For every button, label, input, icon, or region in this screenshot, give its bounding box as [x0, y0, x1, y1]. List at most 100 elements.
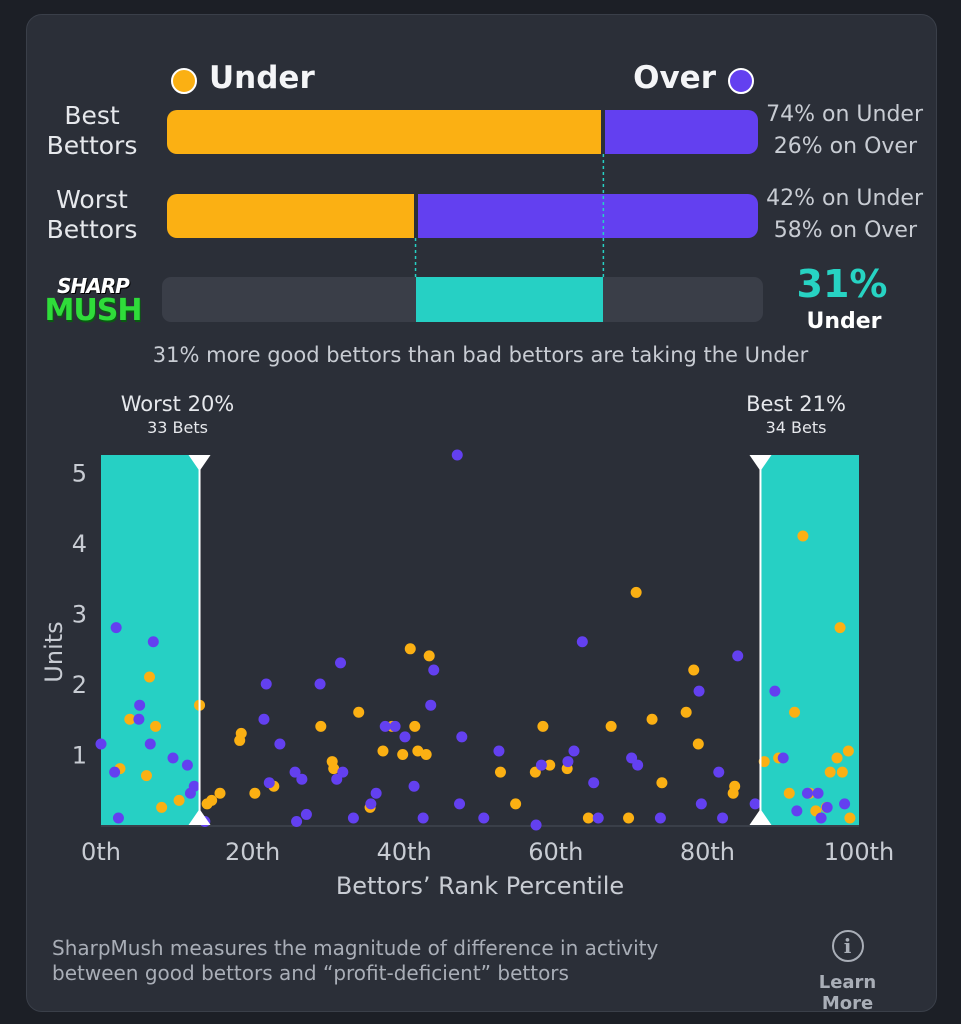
learn-more-label: Learn More: [818, 972, 877, 1014]
over-point: [258, 713, 270, 725]
under-point: [150, 720, 162, 732]
best-bracket-top-arrow: [749, 455, 772, 471]
best-under-pct: 74% on Under: [766, 102, 923, 127]
best-zone-highlight: [760, 455, 859, 825]
under-point: [397, 749, 409, 761]
y-tick-label: 1: [72, 742, 87, 770]
best-over-pct: 26% on Over: [773, 134, 917, 159]
over-point: [337, 766, 349, 778]
best-label-line2: Bettors: [46, 131, 138, 160]
worst-label-line1: Worst: [56, 185, 128, 214]
logo-mush: MUSH: [44, 293, 143, 328]
over-point: [568, 745, 580, 757]
over-point: [263, 777, 275, 789]
over-point: [417, 812, 429, 824]
under-point: [140, 770, 152, 782]
x-axis-title: Bettors’ Rank Percentile: [335, 872, 625, 900]
x-tick-label: 0th: [81, 838, 121, 866]
difference-fill: [415, 277, 604, 322]
under-point: [783, 787, 795, 799]
under-point: [156, 801, 168, 813]
over-point: [335, 657, 347, 669]
under-point: [824, 766, 836, 778]
worst-bettors-bar: [167, 194, 758, 238]
over-point: [365, 798, 377, 810]
over-point: [693, 685, 705, 697]
over-point: [296, 773, 308, 785]
x-tick-label: 100th: [824, 838, 894, 866]
best-bettors-label: Best Bettors: [17, 101, 167, 161]
over-point: [274, 738, 286, 750]
over-point: [478, 812, 490, 824]
best-bracket-bottom-arrow: [749, 809, 772, 825]
worst-bettors-pcts: 42% on Under 58% on Over: [748, 183, 923, 247]
y-tick-label: 2: [72, 671, 87, 699]
difference-side: Under: [806, 309, 882, 334]
connector-lines: [414, 154, 605, 278]
under-point: [831, 752, 843, 764]
learn-more-button[interactable]: i Learn More: [790, 930, 905, 1014]
over-point: [812, 787, 824, 799]
over-point: [801, 787, 813, 799]
best-bettors-bar: [167, 110, 758, 154]
under-point: [680, 706, 692, 718]
over-point: [562, 756, 574, 768]
over-point: [592, 812, 604, 824]
under-point: [328, 763, 340, 775]
under-point: [173, 794, 185, 806]
over-point: [428, 664, 440, 676]
worst-label-line2: Bettors: [46, 215, 138, 244]
over-point: [379, 720, 391, 732]
over-point: [749, 798, 761, 810]
sharpmush-logo: SHARP MUSH: [36, 276, 150, 326]
summary-caption: 31% more good bettors than bad bettors a…: [152, 343, 809, 367]
under-point: [623, 812, 635, 824]
under-legend-label: Under: [209, 60, 315, 96]
over-point: [289, 766, 301, 778]
info-icon: i: [831, 930, 864, 962]
under-point: [789, 706, 801, 718]
over-point: [109, 766, 121, 778]
over-point: [632, 759, 644, 771]
under-point: [834, 622, 846, 634]
over-point: [454, 798, 466, 810]
worst-under-pct: 42% on Under: [766, 186, 923, 211]
under-point: [836, 766, 848, 778]
over-point: [791, 805, 803, 817]
worst-over-pct: 58% on Over: [773, 218, 917, 243]
under-point: [630, 586, 642, 598]
under-point: [494, 766, 506, 778]
worst-under-segment: [167, 194, 414, 238]
over-point: [147, 636, 159, 648]
under-legend-dot: [171, 68, 197, 94]
over-point: [425, 699, 437, 711]
over-point: [654, 812, 666, 824]
over-point: [112, 812, 124, 824]
worst-bracket-top-arrow: [188, 455, 211, 471]
over-point: [821, 801, 833, 813]
over-point: [181, 759, 193, 771]
over-point: [777, 752, 789, 764]
footer-description: SharpMush measures the magnitude of diff…: [52, 936, 772, 986]
under-point: [729, 780, 741, 792]
best-over-segment: [605, 110, 758, 154]
over-point: [408, 780, 420, 792]
logo-sharp: SHARP: [57, 274, 130, 298]
best-bracket-label: Best 21%: [746, 392, 846, 416]
over-legend-dot: [728, 68, 754, 94]
under-point: [420, 749, 432, 761]
over-point: [530, 819, 542, 831]
worst-bracket-bottom-arrow: [188, 809, 211, 825]
under-point: [235, 727, 247, 739]
over-point: [134, 699, 146, 711]
under-point: [844, 812, 856, 824]
over-point: [839, 798, 851, 810]
over-point: [695, 798, 707, 810]
over-point: [347, 812, 359, 824]
under-point: [214, 787, 226, 799]
under-point: [124, 713, 136, 725]
under-point: [510, 798, 522, 810]
best-label-line1: Best: [64, 101, 120, 130]
scatter-chart: 1 2 3 4 5 0th 20th 40th 60th 80th 100th: [72, 449, 894, 866]
under-point: [249, 787, 261, 799]
